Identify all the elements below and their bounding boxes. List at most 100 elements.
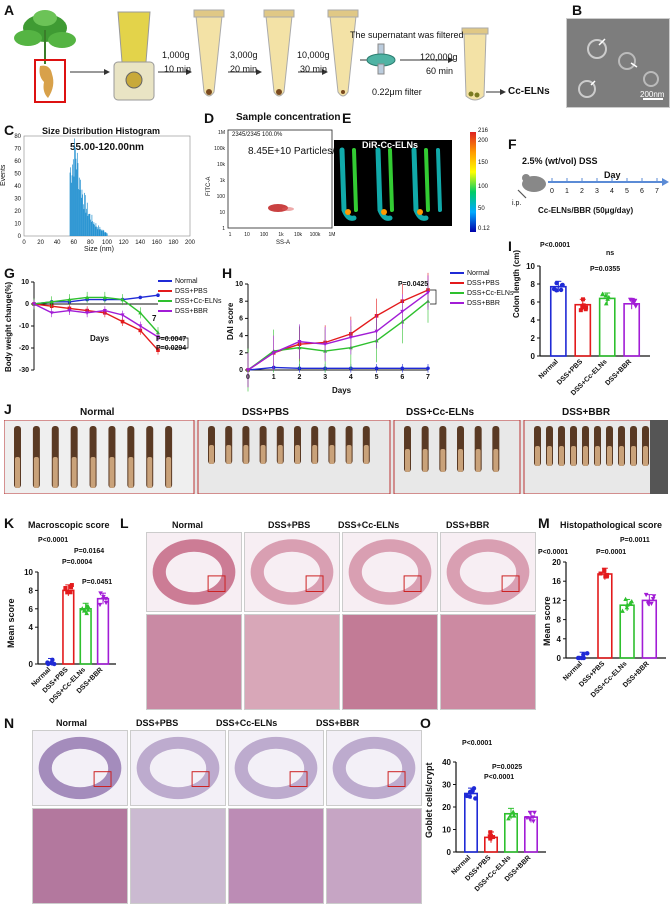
colon-distal [631,446,636,466]
histogram-xtick: 140 [135,240,146,246]
colon-distal [535,446,540,466]
step4-time: 60 min [426,66,454,76]
body-weight-chart: 10 0 -10 -20 -30 [19,279,189,374]
histology-overview [244,532,340,612]
colon-distal [405,449,410,472]
legend-entry: DSS+Cc-ELNs [158,296,221,306]
y-tick-label: 10 [21,279,29,286]
data-point [580,297,585,302]
colon-distal [346,445,352,464]
ivis-title: DiR-Cc-ELNs [362,140,419,150]
histogram-bar [90,219,91,236]
panel-label-o: O [420,715,431,731]
histology-overview [326,730,422,806]
panel-label-g: G [4,265,15,281]
colon-distal [458,449,463,472]
y-tick-label: 0 [25,301,29,308]
data-point [506,816,511,821]
colon-distal [595,446,600,466]
colon-distal [363,445,369,464]
data-point [510,809,516,814]
histogram-ytick: 0 [18,234,22,240]
tem-image [566,18,670,108]
goblet-p2: P=0.0025 [492,764,523,771]
data-point [643,592,649,598]
body-weight-xlabel: Days [90,334,110,343]
colon-distal [295,445,300,464]
histogram-bar [106,233,108,236]
y-tick-label: 10 [235,281,243,288]
data-point [602,567,607,572]
histogram-bar [96,227,98,236]
macroscopic-ylabel: Mean score [6,598,16,648]
histology-overview [130,730,226,806]
histogram-bar [86,208,87,236]
data-point [581,652,586,657]
legend-entry: DSS+BBR [450,298,513,308]
pas-group-bbr: DSS+BBR [316,718,360,728]
data-point [374,366,379,371]
colon-distal [33,457,39,488]
data-point [487,834,492,839]
y-tick-label: 10 [442,826,451,835]
data-point [138,328,143,333]
flow-ytick: 10k [217,162,226,168]
data-point [527,810,533,816]
colon-distal [209,445,214,464]
data-point [102,309,107,313]
macroscopic-p3: P=0.0004 [62,559,93,566]
legend-swatch [450,292,464,294]
data-point [511,813,517,818]
data-point [559,283,565,288]
legend-swatch [158,300,172,302]
step2-time: 20 min [230,64,258,74]
data-point [32,302,36,307]
data-point [600,291,606,296]
data-point [530,815,536,820]
he-group-pbs: DSS+PBS [268,520,311,530]
y-tick-label: 10 [526,262,535,271]
legend-entry: DSS+BBR [158,306,221,316]
colon-distal [547,446,552,466]
macroscopic-p4: P=0.0451 [82,579,113,586]
data-point [649,601,654,607]
histogram-bar [101,229,103,236]
treatment-label: Cc-ELNs/BBR (50μg/day) [538,206,634,215]
panel-label-i: I [508,238,512,254]
ultracentrifuge-tube [461,27,489,101]
y-tick-label: 0 [239,367,243,374]
legend-swatch [158,290,172,292]
y-tick-label: 6 [239,315,243,322]
series-line [247,292,429,371]
y-tick-label: 12 [552,596,561,605]
histogram-bar [82,194,83,236]
product-label: Cc-ELNs [508,86,550,97]
histogram-bar [82,204,84,236]
data-point [581,303,586,308]
data-point [297,340,302,344]
y-tick-label: 0 [447,848,452,857]
y-tick-label: -30 [19,367,29,374]
histogram-bar [85,212,87,236]
dss-label: 2.5% (wt/vol) DSS [522,156,598,166]
data-point [85,295,90,299]
y-tick-label: 2 [239,350,243,357]
data-point [491,835,496,840]
data-point [63,586,68,591]
colon-distal [312,445,318,464]
data-point [85,607,91,612]
treatment-timeline: 0 1 2 3 4 5 6 7 [517,174,669,199]
legend-swatch [450,272,464,274]
histogram-bar [91,214,93,236]
pas-group-pbs: DSS+PBS [136,718,179,728]
flow-ytick: 1 [222,226,225,232]
x-tick-label: 3 [323,374,327,381]
histopath-p3: P=0.0011 [620,537,650,544]
histogram-bar [102,229,104,236]
panel-label-b: B [572,2,583,18]
colon-distal [571,446,576,466]
data-point [156,293,160,297]
histogram-bar [74,138,75,236]
body-weight-ylabel: Body weight change(%) [4,281,13,372]
dai-legend: Normal DSS+PBS DSS+Cc-ELNs DSS+BBR [450,268,513,308]
